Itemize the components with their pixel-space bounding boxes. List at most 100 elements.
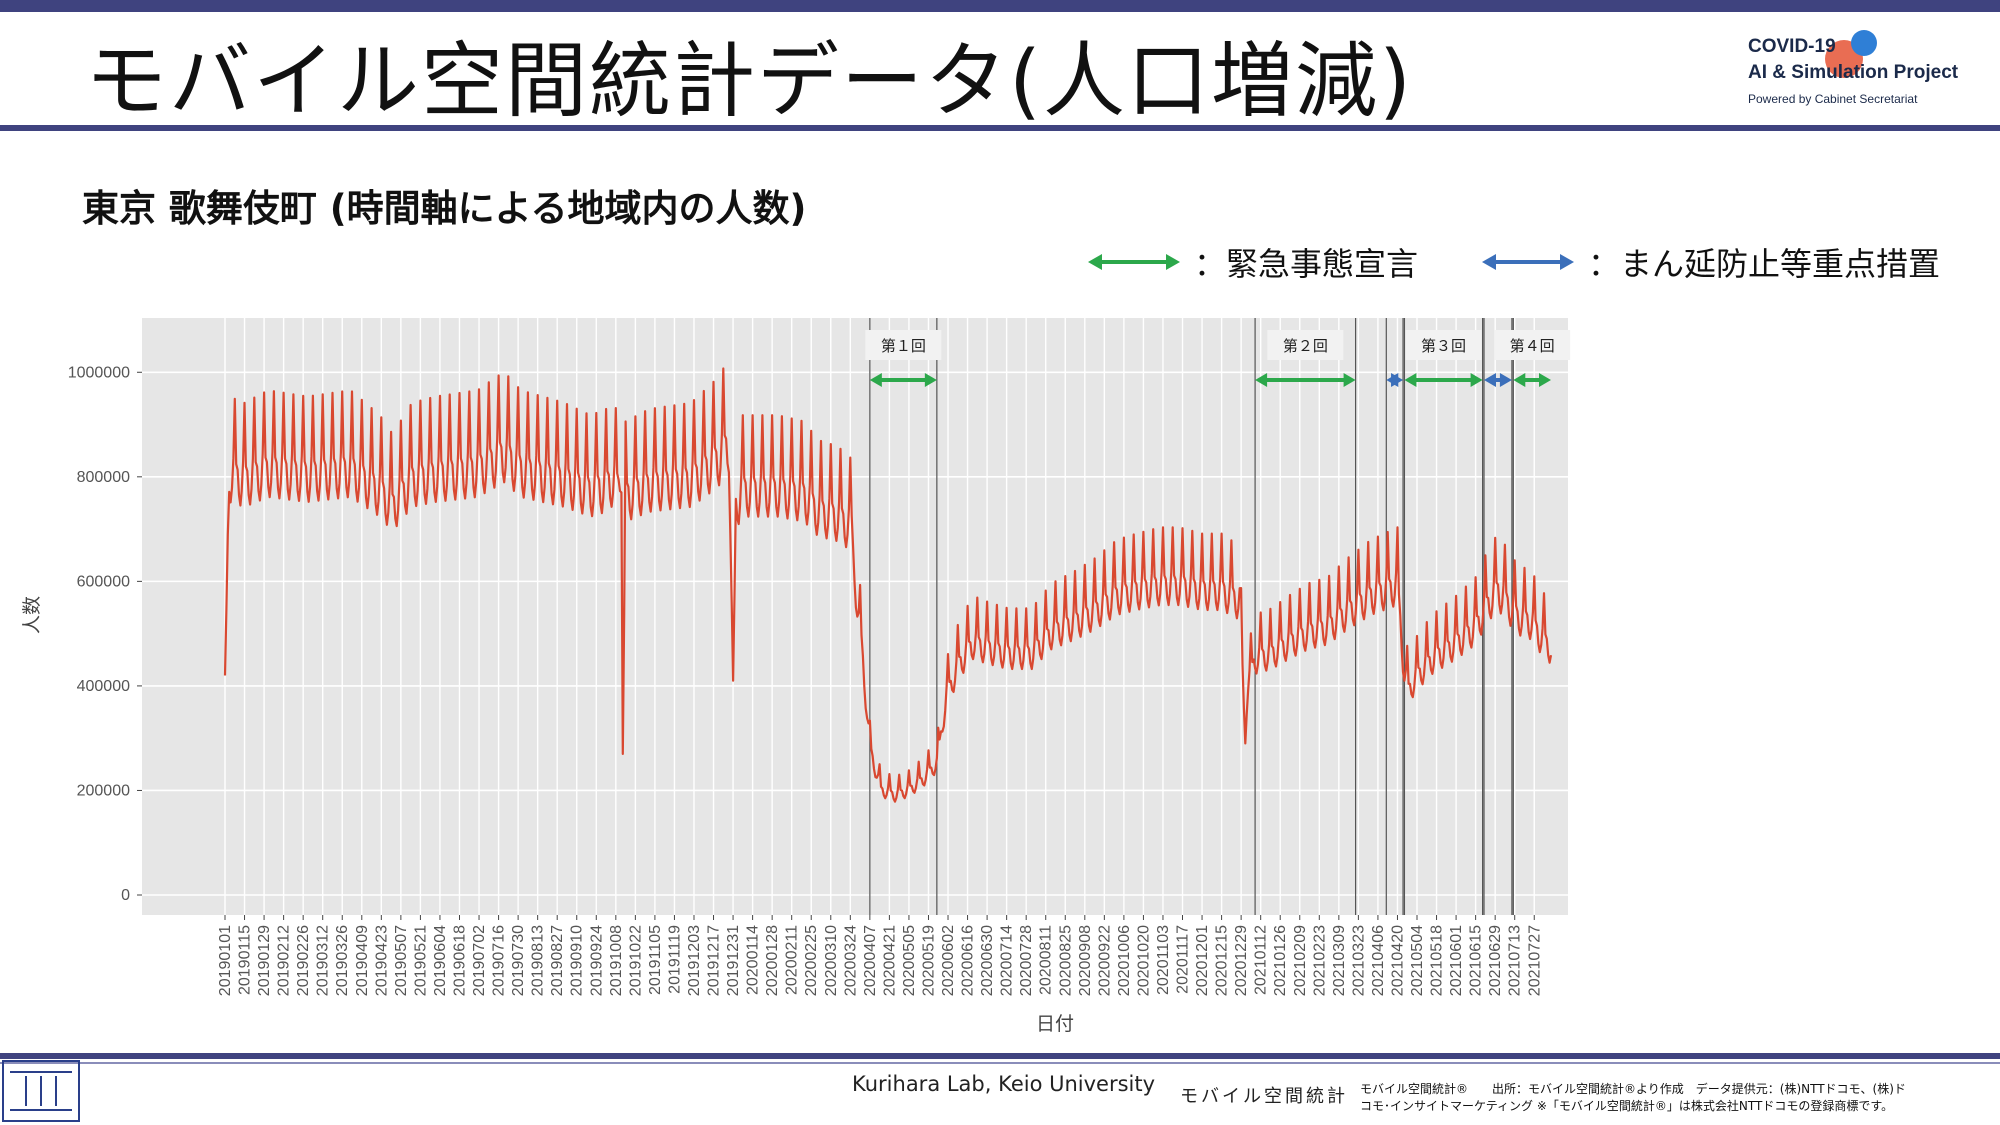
x-tick-label: 20190702	[471, 925, 488, 996]
legend-emergency-label: ：緊急事態宣言	[1194, 245, 1419, 283]
x-tick-label: 20200114	[745, 925, 762, 995]
legend-emergency: ：緊急事態宣言	[1088, 242, 1419, 283]
project-logo: COVID-19 AI & Simulation Project Powered…	[1748, 30, 1988, 120]
period-label-box	[1494, 330, 1571, 360]
x-tick-label: 20200825	[1057, 925, 1074, 996]
x-tick-label: 20200811	[1038, 925, 1055, 995]
chart-subtitle: 東京 歌舞伎町 (時間軸による地域内の人数)	[82, 187, 807, 230]
x-tick-label: 20210504	[1409, 925, 1426, 996]
logo-line2: AI & Simulation Project	[1748, 62, 1959, 83]
x-tick-label: 20190212	[276, 925, 293, 996]
arrowhead-left	[1513, 373, 1526, 387]
x-tick-label: 20201201	[1194, 925, 1211, 996]
x-tick-label: 20210323	[1350, 925, 1367, 996]
x-tick-label: 20200128	[764, 925, 781, 996]
period-label: 第３回	[1421, 337, 1466, 355]
arrowhead-right	[1539, 373, 1551, 387]
green-double-arrow-icon	[1088, 254, 1180, 270]
x-tick-label: 20210209	[1292, 925, 1309, 996]
x-tick-label: 20200407	[862, 925, 879, 996]
y-tick-label: 200000	[77, 782, 130, 799]
y-tick-label: 400000	[77, 678, 130, 695]
y-tick-label: 0	[121, 887, 130, 904]
x-tick-label: 20190129	[256, 925, 273, 996]
x-tick-label: 20200519	[920, 925, 937, 996]
x-tick-label: 20210629	[1487, 925, 1504, 996]
y-tick-label: 600000	[77, 573, 130, 590]
footer-source-line1: モバイル空間統計® 出所：モバイル空間統計®より作成 データ提供元：(株)NTT…	[1360, 1082, 1906, 1096]
footer-divider	[0, 1053, 2000, 1059]
x-tick-label: 20190423	[373, 925, 390, 996]
period-label-box	[1405, 330, 1482, 360]
logo-line1: COVID-19	[1748, 36, 1836, 57]
period-label-box	[865, 330, 942, 360]
logo-line3: Powered by Cabinet Secretariat	[1748, 92, 1918, 106]
period-label: 第２回	[1283, 337, 1328, 355]
x-tick-label: 20191008	[608, 925, 625, 996]
x-tick-label: 20210309	[1331, 925, 1348, 996]
x-tick-label: 20190604	[432, 925, 449, 996]
x-tick-label: 20200728	[1018, 925, 1035, 996]
arrowhead-left	[1404, 373, 1417, 387]
legend-priority-label: ：まん延防止等重点措置	[1588, 245, 1941, 283]
x-tick-label: 20210727	[1526, 925, 1543, 996]
x-tick-label: 20200908	[1077, 925, 1094, 996]
x-tick-label: 20191217	[706, 925, 723, 996]
x-tick-label: 20200616	[960, 925, 977, 996]
population-series-line	[223, 367, 1553, 803]
x-tick-label: 20190226	[295, 925, 312, 996]
x-tick-label: 20191119	[666, 925, 683, 994]
x-tick-label: 20190924	[588, 925, 605, 996]
x-tick-label: 20210420	[1389, 925, 1406, 996]
plot-background	[142, 318, 1568, 915]
arrowhead-right	[1470, 373, 1483, 387]
x-tick-label: 20200310	[823, 925, 840, 996]
x-tick-label: 20191203	[686, 925, 703, 996]
x-tick-label: 20200630	[979, 925, 996, 996]
top-accent-bar	[0, 0, 2000, 12]
y-tick-label: 800000	[77, 469, 130, 486]
x-tick-label: 20190115	[237, 925, 254, 995]
x-tick-label: 20200211	[784, 925, 801, 995]
x-tick-label: 20201103	[1155, 925, 1172, 995]
footer-divider-thin	[0, 1062, 2000, 1064]
x-tick-label: 20190312	[315, 925, 332, 996]
x-tick-label: 20190521	[412, 925, 429, 996]
population-line-chart: 第１回 第２回 第３回 第４回 0 200000 400000 600000 800000 100…	[21, 318, 1571, 1035]
footer-mobile-logo: モバイル空間統計	[1180, 1086, 1348, 1107]
header-divider	[0, 125, 2000, 131]
arrowhead-right	[1499, 373, 1512, 387]
arrowhead-left	[1255, 373, 1268, 387]
arrowhead-right	[1391, 373, 1404, 387]
footer-lab-name: Kurihara Lab, Keio University	[852, 1072, 1156, 1096]
blue-double-arrow-icon	[1482, 254, 1574, 270]
period-label: 第４回	[1510, 337, 1555, 355]
footer-source-line2: コモ･インサイトマーケティング ※「モバイル空間統計®」は株式会社NTTドコモの…	[1360, 1099, 1894, 1113]
x-tick-label: 20200714	[999, 925, 1016, 996]
x-tick-label: 20190618	[451, 925, 468, 996]
x-tick-label: 20200324	[842, 925, 859, 996]
arrowhead-right	[924, 373, 937, 387]
x-tick-label: 20190813	[530, 925, 547, 996]
x-tick-label: 20190409	[354, 925, 371, 996]
x-tick-label: 20210713	[1507, 925, 1524, 996]
x-tick-label: 20200602	[940, 925, 957, 996]
x-tick-label: 20210126	[1272, 925, 1289, 996]
x-tick-label: 20191231	[725, 925, 742, 996]
page-title: モバイル空間統計データ(人口増減)	[85, 34, 1413, 129]
x-tick-label: 20201229	[1233, 925, 1250, 996]
x-axis-label: 日付	[1036, 1013, 1074, 1035]
x-tick-label: 20200421	[881, 925, 898, 996]
university-logo-icon	[2, 1060, 80, 1122]
x-tick-label: 20210601	[1448, 925, 1465, 996]
y-axis-label: 人数	[21, 596, 43, 634]
arrowhead-left	[869, 373, 882, 387]
x-tick-label: 20190507	[393, 925, 410, 996]
x-tick-label: 20200922	[1096, 925, 1113, 996]
logo-blue-dot	[1851, 30, 1877, 56]
legend-priority: ：まん延防止等重点措置	[1482, 242, 1941, 283]
arrowhead-left	[1484, 373, 1497, 387]
period-label: 第１回	[881, 337, 926, 355]
y-tick-label: 1000000	[68, 364, 130, 381]
x-tick-label: 20190326	[334, 925, 351, 996]
